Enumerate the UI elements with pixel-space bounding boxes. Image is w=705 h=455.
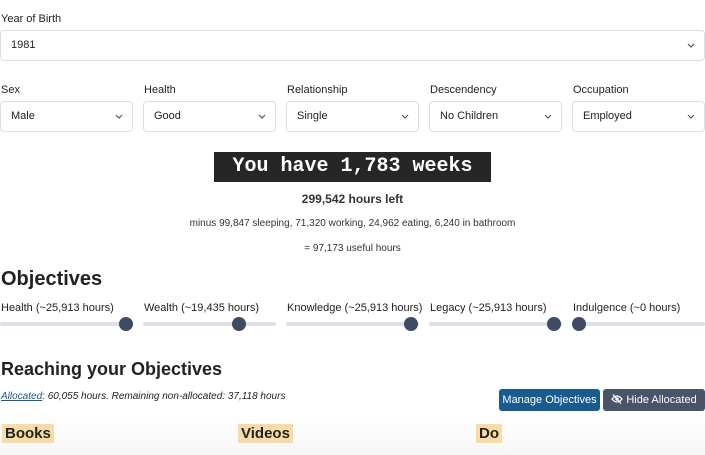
slider-track[interactable] [0,322,133,326]
field-label: Sex [1,84,20,96]
slider-label: Indulgence (~0 hours) [573,302,681,314]
slider-handle[interactable] [404,317,418,331]
manage-button[interactable]: Manage Objectives [499,389,600,411]
slider-label: Health (~25,913 hours) [1,302,114,314]
chevron [115,114,123,119]
chevron [687,43,695,48]
eye-slash-icon [611,394,624,404]
slider-handle[interactable] [572,317,586,331]
field-label: Descendency [430,84,497,96]
field-select[interactable]: Good [143,101,276,132]
slider-track[interactable] [429,322,562,326]
hours-left: 299,542 hours left [301,192,404,206]
chevron [258,114,266,119]
field-value: No Children [440,110,499,122]
chevron [687,114,695,119]
slider-track[interactable] [143,322,276,326]
slider-track[interactable] [286,322,419,326]
year-value: 1981 [11,39,36,51]
year-select[interactable]: 1981 [0,30,705,61]
columns-area [0,418,705,455]
slider-track[interactable] [572,322,705,326]
slider-handle[interactable] [547,317,561,331]
slider-label: Legacy (~25,913 hours) [430,302,547,314]
field-label: Occupation [573,84,629,96]
field-value: Employed [583,110,632,122]
weeks-banner: You have 1,783 weeks left [214,152,491,208]
videos-header: Videos [238,424,293,443]
minus-line: minus 99,847 sleeping, 71,320 working, 2… [189,218,516,229]
field-select[interactable]: No Children [429,101,562,132]
slider-label: Knowledge (~25,913 hours) [287,302,423,314]
allocated-text: : 60,055 hours. Remaining non-allocated:… [42,391,286,402]
objectives-title: Objectives [1,268,103,290]
field-label: Health [144,84,176,96]
field-value: Good [154,110,181,122]
hide-label: Hide Allocated [626,394,697,406]
allocated-line: Allocated: 60,055 hours. Remaining non-a… [1,391,285,402]
slider-handle[interactable] [119,317,133,331]
field-select[interactable]: Male [0,101,133,132]
useful-hours: = 97,173 useful hours [304,243,401,254]
chevron [544,114,552,119]
field-select[interactable]: Single [286,101,419,132]
do-header: Do [476,424,502,443]
field-value: Single [297,110,328,122]
allocated-link[interactable]: Allocated [1,391,43,402]
chevron [401,114,409,119]
field-value: Male [11,110,35,122]
books-header: Books [2,424,54,443]
hide-button[interactable]: Hide Allocated [603,389,705,411]
slider-handle[interactable] [232,317,246,331]
slider-label: Wealth (~19,435 hours) [144,302,260,314]
field-select[interactable]: Employed [572,101,705,132]
field-label: Relationship [287,84,348,96]
year-label: Year of Birth [1,13,62,25]
reaching-title: Reaching your Objectives [1,359,223,379]
